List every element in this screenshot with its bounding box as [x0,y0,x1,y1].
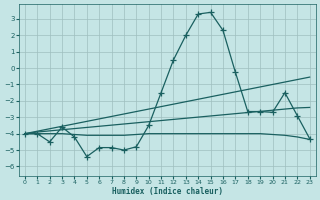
X-axis label: Humidex (Indice chaleur): Humidex (Indice chaleur) [112,187,223,196]
